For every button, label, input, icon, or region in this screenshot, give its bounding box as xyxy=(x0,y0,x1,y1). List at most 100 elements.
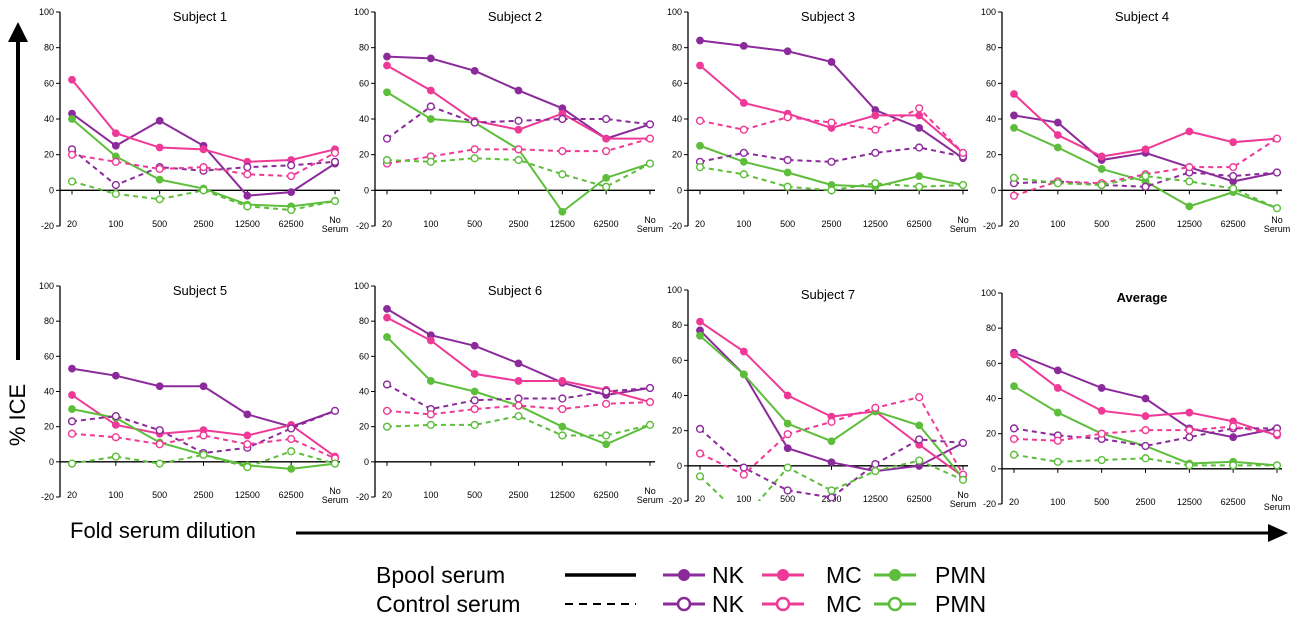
panel-title: Subject 6 xyxy=(488,283,542,298)
data-point-mc-control xyxy=(382,406,392,415)
panel-title: Subject 1 xyxy=(173,9,227,24)
x-tick-label: 12500 xyxy=(863,494,888,504)
data-point-nk-control xyxy=(645,120,655,129)
data-point-mc-bpool xyxy=(155,143,164,152)
data-point-mc-bpool xyxy=(111,421,120,429)
x-tick-label: No Serum xyxy=(950,215,977,234)
x-tick-label: 500 xyxy=(1094,219,1109,229)
data-point-nk-control xyxy=(470,118,479,127)
data-point-nk-bpool xyxy=(155,382,164,391)
legend-nk-solid-marker xyxy=(678,569,690,581)
y-tick-label: 0 xyxy=(364,185,369,195)
series-line-pmn-bpool xyxy=(699,144,964,188)
data-point-mc-bpool xyxy=(1185,127,1194,136)
data-point-mc-bpool xyxy=(1053,384,1062,392)
data-point-nk-bpool xyxy=(383,304,391,313)
data-point-mc-bpool xyxy=(1229,138,1238,147)
data-point-mc-control xyxy=(783,430,792,439)
y-tick-label: 100 xyxy=(39,7,54,17)
data-point-nk-control xyxy=(1229,171,1238,181)
data-point-mc-bpool xyxy=(1097,406,1106,415)
y-tick-label: 80 xyxy=(986,323,996,333)
legend: Bpool serum Control serum NK MC PMN NK M… xyxy=(376,562,986,617)
y-tick-label: 80 xyxy=(44,316,54,326)
x-tick-label: 20 xyxy=(695,219,705,229)
y-tick-label: 100 xyxy=(981,7,996,17)
data-point-pmn-bpool xyxy=(68,405,76,413)
data-point-nk-control xyxy=(645,383,655,393)
series-line-pmn-bpool xyxy=(1013,127,1278,210)
y-tick-label: 20 xyxy=(44,150,54,160)
panel-title: Average xyxy=(1117,290,1168,305)
panel-title: Subject 4 xyxy=(1115,9,1169,24)
y-tick-label: 100 xyxy=(981,288,996,298)
x-tick-label: 500 xyxy=(1094,497,1109,507)
x-tick-label-line: No xyxy=(957,215,969,225)
y-tick-label: 20 xyxy=(986,429,996,439)
data-point-mc-bpool xyxy=(558,377,567,385)
data-point-pmn-bpool xyxy=(915,421,924,430)
y-tick-label: 20 xyxy=(359,422,369,432)
data-point-nk-control xyxy=(602,114,611,124)
data-point-mc-control xyxy=(111,157,120,166)
data-point-mc-bpool xyxy=(1141,412,1150,420)
y-tick-label: 0 xyxy=(991,464,996,474)
legend-mc-label-1: MC xyxy=(826,562,862,588)
y-tick-label: 100 xyxy=(667,285,682,295)
y-tick-label: 80 xyxy=(672,43,682,53)
data-point-mc-control xyxy=(111,433,120,442)
x-tick-label: 12500 xyxy=(550,490,575,500)
data-point-nk-bpool xyxy=(155,116,164,125)
data-point-nk-control xyxy=(514,116,523,125)
data-point-pmn-control xyxy=(783,463,792,472)
data-point-mc-control xyxy=(67,150,77,159)
data-point-nk-control xyxy=(871,148,880,157)
data-point-nk-control xyxy=(915,435,924,444)
x-tick-label: 62500 xyxy=(279,490,304,500)
x-tick-label: 62500 xyxy=(907,494,932,504)
data-point-pmn-control xyxy=(783,182,792,191)
data-point-mc-control xyxy=(827,417,836,426)
legend-bpool-label: Bpool serum xyxy=(376,562,505,588)
x-tick-label: 62500 xyxy=(1221,497,1246,507)
data-point-nk-bpool xyxy=(1053,366,1062,375)
data-point-nk-control xyxy=(558,114,567,124)
data-point-pmn-control xyxy=(514,412,523,421)
x-tick-label: 20 xyxy=(1009,497,1019,507)
data-point-pmn-control xyxy=(695,472,705,481)
data-point-nk-control xyxy=(739,148,748,157)
data-point-mc-control xyxy=(558,147,567,156)
x-tick-label-line: No xyxy=(644,215,656,225)
data-point-mc-control xyxy=(783,113,792,122)
figure-ylabel: % ICE xyxy=(5,384,30,446)
x-tick-label-line: Serum xyxy=(950,224,977,234)
y-tick-label: 80 xyxy=(986,43,996,53)
y-tick-label: -20 xyxy=(356,221,369,231)
x-tick-label: 62500 xyxy=(594,490,619,500)
data-point-nk-bpool xyxy=(470,341,479,350)
data-point-nk-control xyxy=(783,155,792,165)
data-point-mc-control xyxy=(871,125,880,134)
x-tick-label: 20 xyxy=(695,494,705,504)
x-tick-label: No Serum xyxy=(322,215,349,234)
data-point-nk-control xyxy=(111,180,120,190)
data-point-nk-bpool xyxy=(783,47,792,56)
panel-series xyxy=(382,52,655,216)
data-point-nk-control xyxy=(958,438,968,448)
data-point-mc-control xyxy=(645,134,655,143)
x-tick-label: 12500 xyxy=(550,219,575,229)
data-point-mc-control xyxy=(739,125,748,134)
data-point-nk-control xyxy=(739,463,748,472)
y-tick-label: -20 xyxy=(983,221,996,231)
data-point-mc-bpool xyxy=(1053,131,1062,139)
data-point-nk-control xyxy=(827,157,836,166)
data-point-mc-control xyxy=(827,118,836,127)
data-point-mc-control xyxy=(1185,426,1194,435)
data-point-mc-control xyxy=(558,404,567,414)
data-point-pmn-control xyxy=(827,486,836,495)
data-point-pmn-bpool xyxy=(827,437,836,446)
data-point-mc-control xyxy=(1229,163,1238,172)
data-point-mc-control xyxy=(1141,426,1150,435)
